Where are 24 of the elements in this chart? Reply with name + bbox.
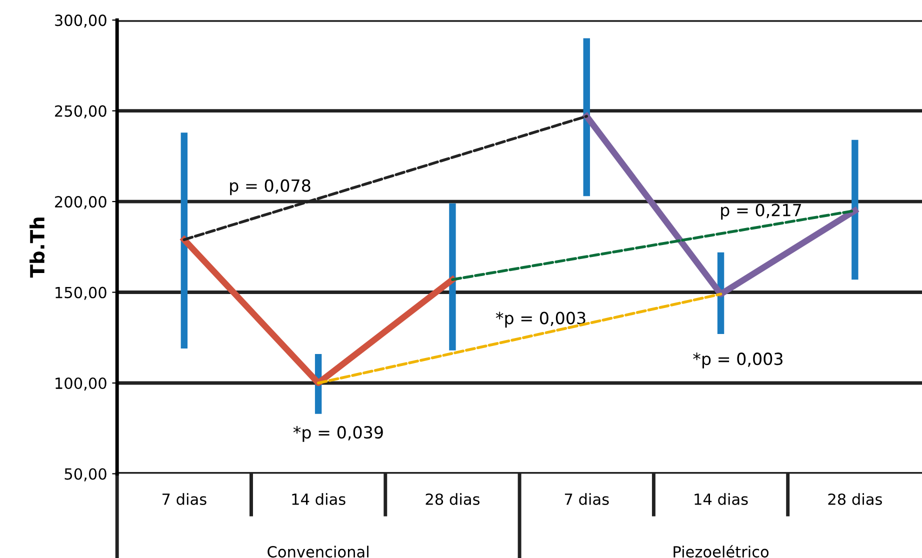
annotation: *p = 0,039 bbox=[293, 426, 383, 442]
annotation: p = 0,078 bbox=[230, 179, 310, 196]
y-tick-label: 150,00 bbox=[56, 286, 106, 300]
y-axis-title: Tb.Th bbox=[30, 218, 45, 278]
x-tick-label: 7 dias bbox=[162, 493, 206, 506]
y-tick-label: 100,00 bbox=[56, 377, 106, 391]
x-tick-label: 14 dias bbox=[292, 493, 346, 506]
x-tick-label: 7 dias bbox=[564, 493, 609, 506]
x-tick-label: 14 dias bbox=[694, 493, 748, 506]
y-tick-label: 200,00 bbox=[55, 196, 106, 210]
annotation: *p = 0,003 bbox=[496, 312, 586, 328]
annotation: *p = 0,003 bbox=[693, 352, 782, 368]
text: Convencional bbox=[268, 546, 368, 558]
x-tick-label: 28 dias bbox=[426, 493, 480, 506]
x-tick-label: 28 dias bbox=[828, 493, 882, 506]
text: Piezoelétrico bbox=[674, 545, 769, 558]
bar bbox=[180, 132, 188, 349]
bar bbox=[583, 38, 590, 196]
y-tick-label: 50,00 bbox=[64, 468, 106, 482]
bar bbox=[449, 203, 456, 350]
y-tick-label: 300,00 bbox=[55, 14, 106, 28]
bar bbox=[852, 140, 858, 280]
annotation: p = 0,217 bbox=[721, 204, 802, 220]
y-tick-label: 250,00 bbox=[55, 105, 106, 118]
